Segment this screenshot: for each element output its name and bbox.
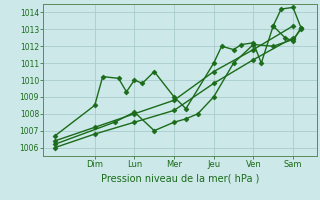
X-axis label: Pression niveau de la mer( hPa ): Pression niveau de la mer( hPa ) [101,173,259,183]
